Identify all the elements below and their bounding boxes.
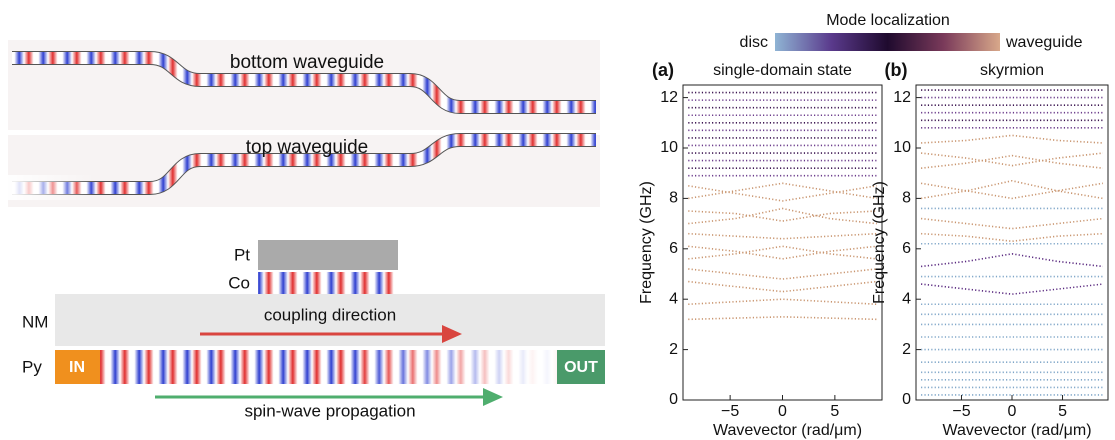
plot-frame (916, 85, 1108, 400)
y-tick-label: 4 (902, 290, 911, 307)
band (688, 282, 877, 292)
propagation-label: spin-wave propagation (244, 401, 415, 420)
band (688, 211, 877, 221)
pt-layer (258, 240, 398, 270)
band (688, 208, 877, 223)
y-tick-label: 2 (669, 341, 678, 358)
x-tick-label: 5 (1058, 403, 1067, 420)
fade (5, 175, 205, 200)
arrow-head (483, 388, 503, 406)
co-label: Co (228, 273, 250, 292)
panel-label: (b) (885, 60, 908, 80)
colorbar-title: Mode localization (826, 12, 950, 29)
band (688, 317, 877, 320)
band (921, 181, 1103, 199)
band (921, 135, 1103, 143)
bottom-waveguide-label: bottom waveguide (230, 52, 384, 73)
y-tick-label: 0 (669, 391, 678, 408)
band (688, 246, 877, 259)
y-tick-label: 4 (669, 290, 678, 307)
band (921, 254, 1103, 267)
x-tick-label: 0 (778, 403, 787, 420)
band (688, 234, 877, 239)
band (688, 183, 877, 198)
band (921, 234, 1103, 242)
x-tick-label: 0 (1008, 403, 1017, 420)
in-label: IN (69, 359, 85, 376)
y-tick-label: 0 (902, 391, 911, 408)
panel-title: single-domain state (713, 62, 852, 79)
y-tick-label: 12 (893, 89, 911, 106)
y-axis-label: Frequency (GHz) (638, 181, 655, 304)
band (688, 246, 877, 259)
band (688, 269, 877, 279)
panel-label: (a) (652, 60, 674, 80)
x-axis-label: Wavevector (rad/μm) (942, 422, 1091, 439)
y-tick-label: 2 (902, 341, 911, 358)
band (921, 219, 1103, 229)
panel-title: skyrmion (980, 62, 1044, 79)
y-tick-label: 6 (669, 240, 678, 257)
y-tick-label: 8 (902, 190, 911, 207)
x-tick-label: −5 (721, 403, 739, 420)
nm-label: NM (22, 312, 48, 331)
band (688, 299, 877, 304)
y-tick-label: 12 (660, 89, 678, 106)
pt-label: Pt (234, 245, 250, 264)
py-label: Py (22, 357, 42, 376)
x-axis-label: Wavevector (rad/μm) (713, 422, 862, 439)
top-waveguide-label: top waveguide (246, 137, 369, 158)
band (688, 186, 877, 201)
coupling-label: coupling direction (264, 305, 396, 324)
band (921, 284, 1103, 294)
colorbar-low: disc (740, 34, 768, 51)
x-tick-label: 5 (830, 403, 839, 420)
co-layer (258, 272, 398, 294)
x-tick-label: −5 (952, 403, 970, 420)
y-tick-label: 8 (669, 190, 678, 207)
y-tick-label: 10 (893, 139, 911, 156)
figure: bottom waveguide top waveguide Pt Co NM … (0, 0, 1115, 440)
colorbar (775, 33, 1000, 51)
out-label: OUT (564, 359, 598, 376)
band (921, 183, 1103, 198)
y-axis-label: Frequency (GHz) (871, 181, 888, 304)
y-tick-label: 6 (902, 240, 911, 257)
y-tick-label: 10 (660, 139, 678, 156)
fade (100, 350, 557, 384)
plot-frame (683, 85, 882, 400)
colorbar-high: waveguide (1005, 34, 1083, 51)
